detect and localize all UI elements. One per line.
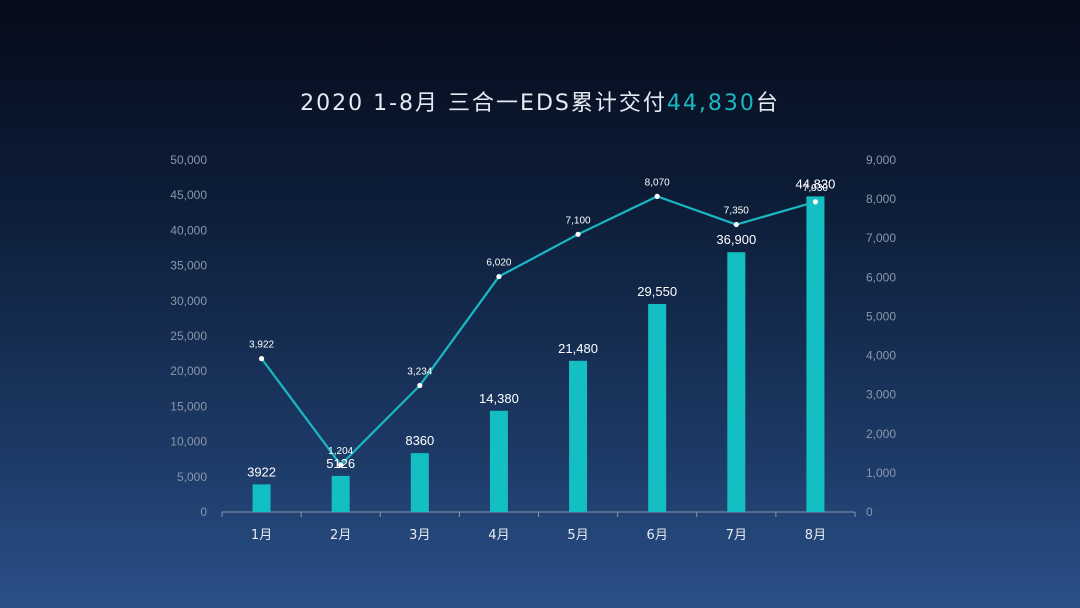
line-point bbox=[417, 382, 423, 389]
bar-value-label: 14,380 bbox=[479, 391, 519, 406]
line-value-label: 7,100 bbox=[566, 215, 591, 226]
bar-value-label: 21,480 bbox=[558, 341, 598, 356]
axes: 0 5,000 10,000 15,000 20,000 25,000 30,000 35,0… bbox=[170, 153, 896, 543]
bar bbox=[410, 453, 429, 512]
bar-value-label: 44,830 bbox=[796, 176, 836, 191]
bar-value-label: 8360 bbox=[405, 433, 434, 448]
line-value-label: 3,234 bbox=[407, 367, 432, 378]
y-right-tick-label: 5,000 bbox=[866, 309, 896, 323]
y-left-tick-label: 20,000 bbox=[170, 364, 207, 378]
line-point bbox=[258, 356, 265, 362]
bar-value-label: 29,550 bbox=[637, 284, 677, 299]
y-left-tick-label: 5,000 bbox=[177, 470, 207, 484]
bar bbox=[331, 475, 350, 512]
x-axis-category-label: 2月 bbox=[330, 528, 351, 543]
y-left-tick-label: 0 bbox=[200, 505, 207, 519]
bar-value-label: 36,900 bbox=[716, 232, 756, 247]
bar-value-label: 3922 bbox=[247, 464, 276, 479]
bar bbox=[806, 196, 825, 513]
y-left-tick-label: 45,000 bbox=[170, 188, 207, 202]
x-axis-category-label: 8月 bbox=[805, 528, 826, 543]
x-axis-category-label: 5月 bbox=[567, 528, 588, 543]
y-left-tick-label: 30,000 bbox=[170, 294, 207, 308]
line-value-label: 7,930 bbox=[803, 183, 828, 194]
chart-title-prefix: 2020 1-8月 三合一EDS累计交付 bbox=[300, 91, 667, 116]
y-right-tick-label: 2,000 bbox=[866, 427, 896, 441]
x-axis-category-label: 6月 bbox=[647, 528, 668, 543]
y-right-tick-label: 9,000 bbox=[866, 153, 896, 167]
line-value-label: 8,070 bbox=[645, 177, 670, 188]
line-value-label: 6,020 bbox=[486, 258, 511, 269]
y-left-tick-label: 35,000 bbox=[170, 259, 207, 273]
line-value-label: 3,922 bbox=[249, 340, 274, 351]
y-right-tick-label: 0 bbox=[866, 505, 873, 519]
bar-value-label: 5126 bbox=[326, 456, 355, 471]
line-point bbox=[338, 462, 344, 468]
x-axis-category-label: 3月 bbox=[409, 528, 430, 543]
bar bbox=[727, 252, 746, 512]
line-point bbox=[812, 199, 819, 205]
bar-series bbox=[252, 196, 825, 513]
line-value-label: 1,204 bbox=[328, 446, 353, 457]
line-value-label: 7,350 bbox=[724, 206, 749, 217]
data-labels: 3922 5126 8360 14,380 21,480 29,550 36,900 44,8… bbox=[247, 176, 835, 479]
y-right-tick-label: 4,000 bbox=[866, 349, 896, 363]
x-axis-category-label: 7月 bbox=[726, 528, 747, 543]
bar bbox=[489, 410, 508, 512]
y-right-tick-label: 7,000 bbox=[866, 231, 896, 245]
line-point bbox=[654, 193, 660, 199]
y-left-tick-label: 25,000 bbox=[170, 329, 207, 343]
line-point bbox=[496, 273, 502, 280]
line-point bbox=[733, 221, 739, 228]
y-right-tick-label: 8,000 bbox=[866, 192, 896, 206]
line-series bbox=[258, 193, 819, 468]
bar bbox=[569, 360, 588, 512]
y-right-tick-label: 3,000 bbox=[866, 388, 896, 402]
line-path bbox=[260, 195, 816, 467]
chart-title: 2020 1-8月 三合一EDS累计交付44,830台 bbox=[300, 91, 780, 116]
y-left-tick-label: 10,000 bbox=[170, 435, 207, 449]
y-right-tick-label: 1,000 bbox=[866, 466, 896, 480]
y-right-tick-label: 6,000 bbox=[866, 270, 896, 284]
chart-title-highlight: 44,830 bbox=[667, 91, 756, 116]
chart-title-suffix: 台 bbox=[756, 91, 780, 116]
y-left-tick-label: 15,000 bbox=[170, 399, 207, 413]
y-left-tick-label: 40,000 bbox=[170, 223, 207, 237]
line-point bbox=[575, 231, 581, 237]
bar bbox=[648, 303, 667, 512]
x-axis-category-label: 4月 bbox=[488, 528, 509, 543]
bar bbox=[252, 484, 271, 512]
y-left-tick-label: 50,000 bbox=[170, 153, 207, 167]
x-axis-category-label: 1月 bbox=[251, 528, 272, 543]
